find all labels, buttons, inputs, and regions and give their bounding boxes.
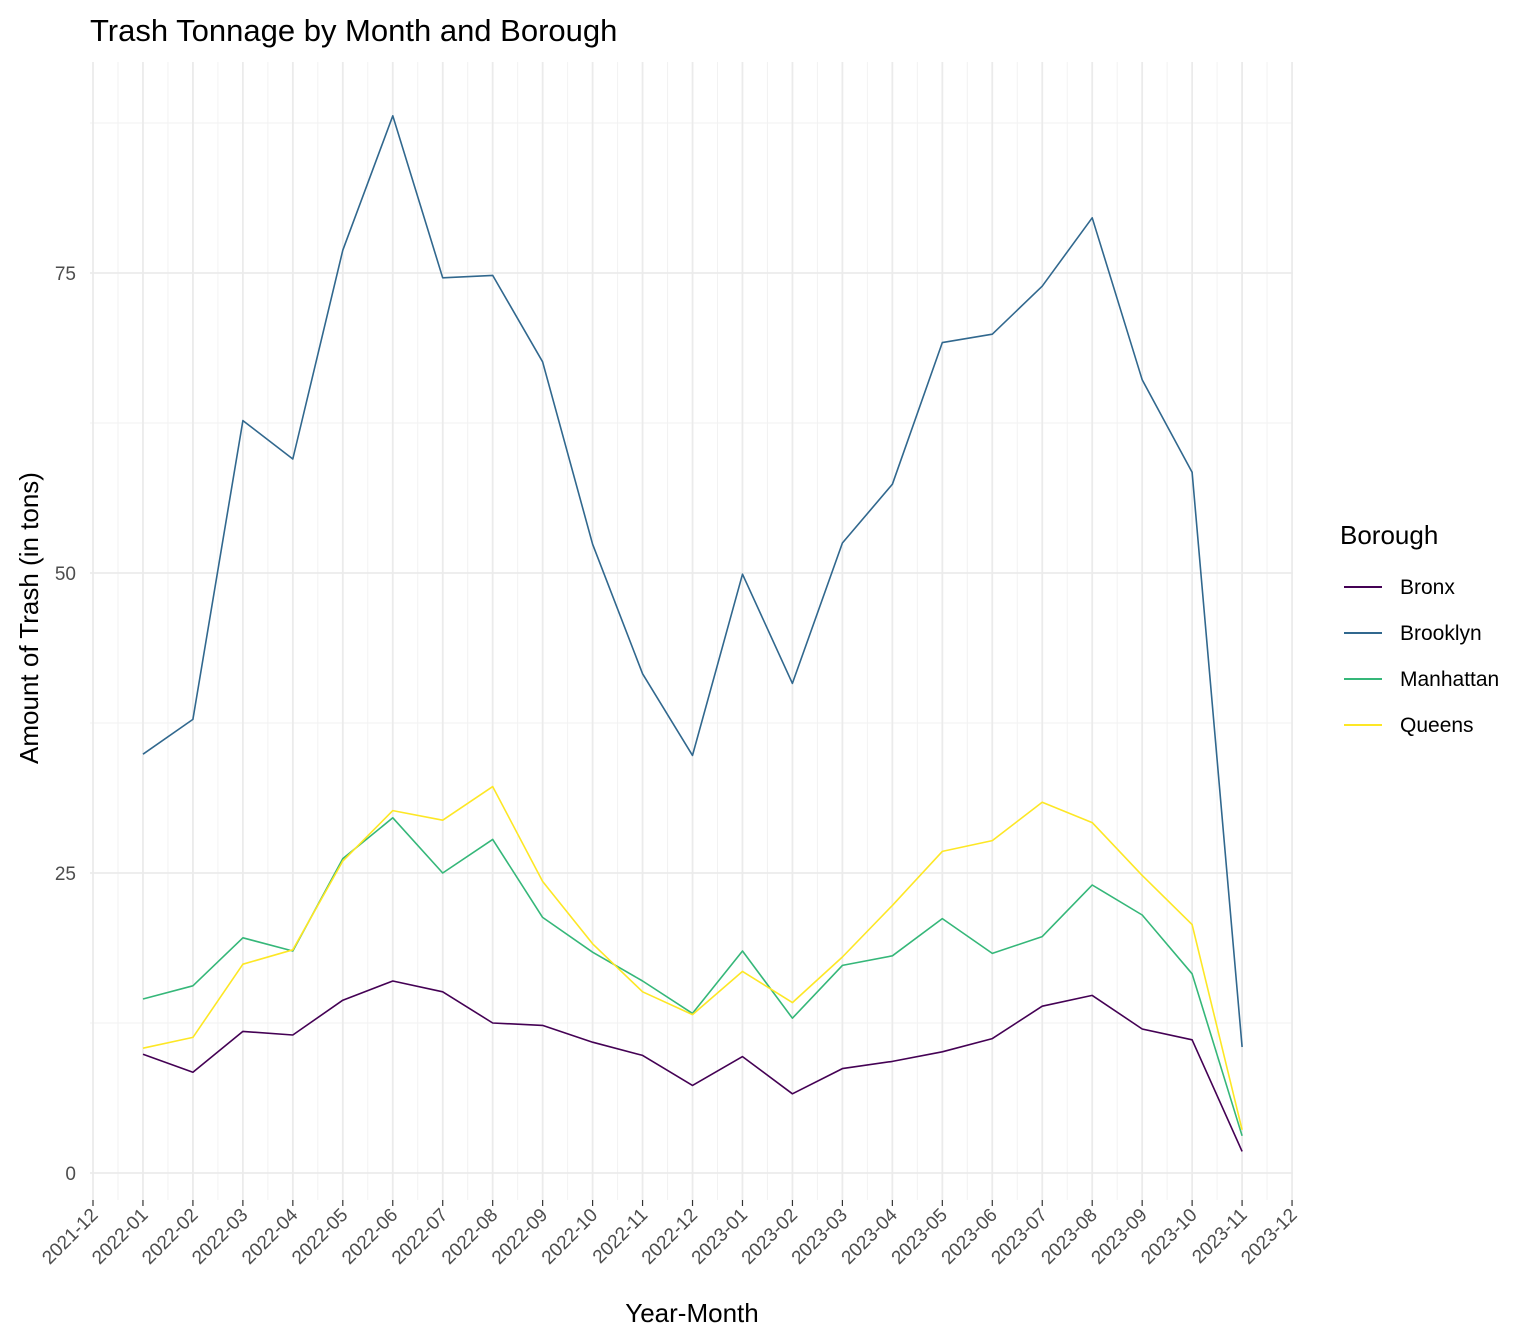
x-tick-label: 2022-10: [538, 1205, 602, 1269]
grid: [90, 62, 1293, 1200]
x-axis: 2021-122022-012022-022022-032022-042022-…: [38, 1200, 1302, 1269]
y-tick-label: 0: [65, 1164, 76, 1185]
y-tick-label: 25: [55, 864, 76, 885]
series-line-bronx: [142, 980, 1243, 1152]
y-axis: 0 25 50 75: [55, 264, 76, 1185]
series-line-brooklyn: [142, 115, 1243, 1048]
legend-label-queens: Queens: [1400, 714, 1474, 737]
legend-label-bronx: Bronx: [1400, 576, 1455, 599]
y-tick-label: 50: [55, 564, 76, 585]
series-layer: [142, 115, 1243, 1152]
y-axis-title: Amount of Trash (in tons): [14, 472, 44, 764]
series-line-queens: [142, 785, 1243, 1130]
x-tick-label: 2023-12: [1237, 1205, 1301, 1269]
x-axis-title: Year-Month: [625, 1298, 758, 1328]
chart-title: Trash Tonnage by Month and Borough: [90, 13, 617, 48]
legend: Borough Bronx Brooklyn Manhattan Queens: [1340, 520, 1499, 737]
legend-title: Borough: [1340, 520, 1438, 550]
y-tick-label: 75: [55, 264, 76, 285]
legend-label-brooklyn: Brooklyn: [1400, 622, 1482, 645]
legend-label-manhattan: Manhattan: [1400, 668, 1499, 691]
x-tick-label: 2023-10: [1137, 1205, 1201, 1269]
